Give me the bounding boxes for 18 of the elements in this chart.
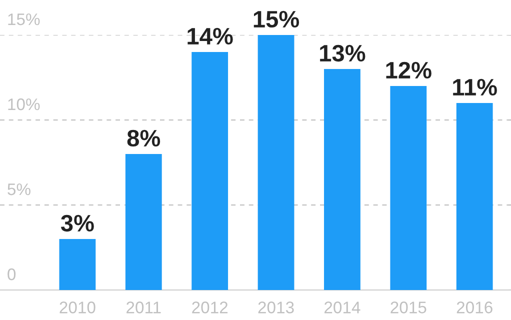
x-tick-label: 2013 — [258, 302, 294, 314]
data-label: 15% — [254, 10, 300, 28]
data-label: 12% — [386, 62, 432, 79]
data-label: 3% — [60, 214, 94, 232]
y-tick-label: 10% — [8, 98, 40, 110]
data-label: 14% — [188, 28, 233, 45]
y-tick-label: 5% — [8, 183, 30, 196]
y-tick-label: 0 — [8, 268, 16, 280]
x-tick-label: 2014 — [324, 302, 360, 314]
x-tick-label: 2015 — [390, 302, 426, 314]
x-tick-label: 2016 — [456, 302, 492, 314]
data-label: 13% — [320, 44, 366, 62]
data-label: 11% — [453, 78, 497, 96]
x-tick-label: 2012 — [192, 302, 228, 314]
data-label: 8% — [127, 130, 160, 147]
x-tick-label: 2010 — [60, 302, 96, 314]
y-tick-label: 15% — [8, 13, 40, 26]
x-tick-label: 2011 — [126, 302, 161, 314]
